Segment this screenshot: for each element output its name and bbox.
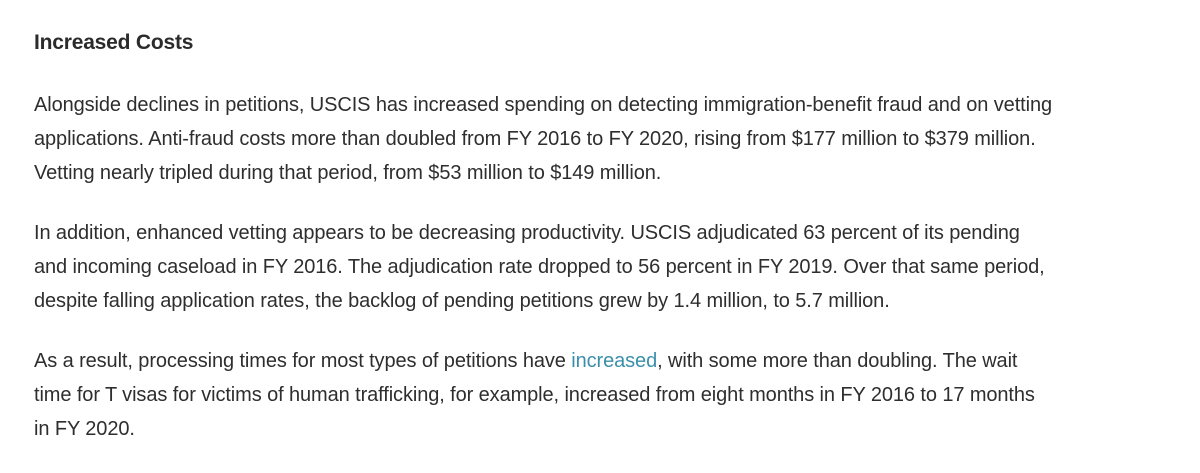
paragraph-line: Vetting nearly tripled during that perio…: [34, 162, 662, 184]
paragraph-line-end: , with some more than doubling. The wait: [657, 350, 1018, 372]
paragraph-processing-times: As a result, processing times for most t…: [34, 344, 1166, 446]
paragraph-productivity: In addition, enhanced vetting appears to…: [34, 216, 1166, 318]
paragraph-line: time for T visas for victims of human tr…: [34, 384, 1035, 406]
paragraph-line: In addition, enhanced vetting appears to…: [34, 222, 1020, 244]
paragraph-line-start: As a result, processing times for most t…: [34, 350, 572, 372]
section-heading: Increased Costs: [34, 31, 194, 54]
paragraph-line: and incoming caseload in FY 2016. The ad…: [34, 256, 1045, 278]
article-body: Increased Costs Alongside declines in pe…: [34, 31, 1166, 446]
paragraph-line: despite falling application rates, the b…: [34, 290, 890, 312]
paragraph-line: Alongside declines in petitions, USCIS h…: [34, 94, 1053, 116]
increased-link[interactable]: increased: [571, 350, 658, 372]
paragraph-costs: Alongside declines in petitions, USCIS h…: [34, 88, 1166, 190]
paragraph-line: in FY 2020.: [34, 418, 135, 440]
paragraph-line: applications. Anti-fraud costs more than…: [34, 128, 1036, 150]
